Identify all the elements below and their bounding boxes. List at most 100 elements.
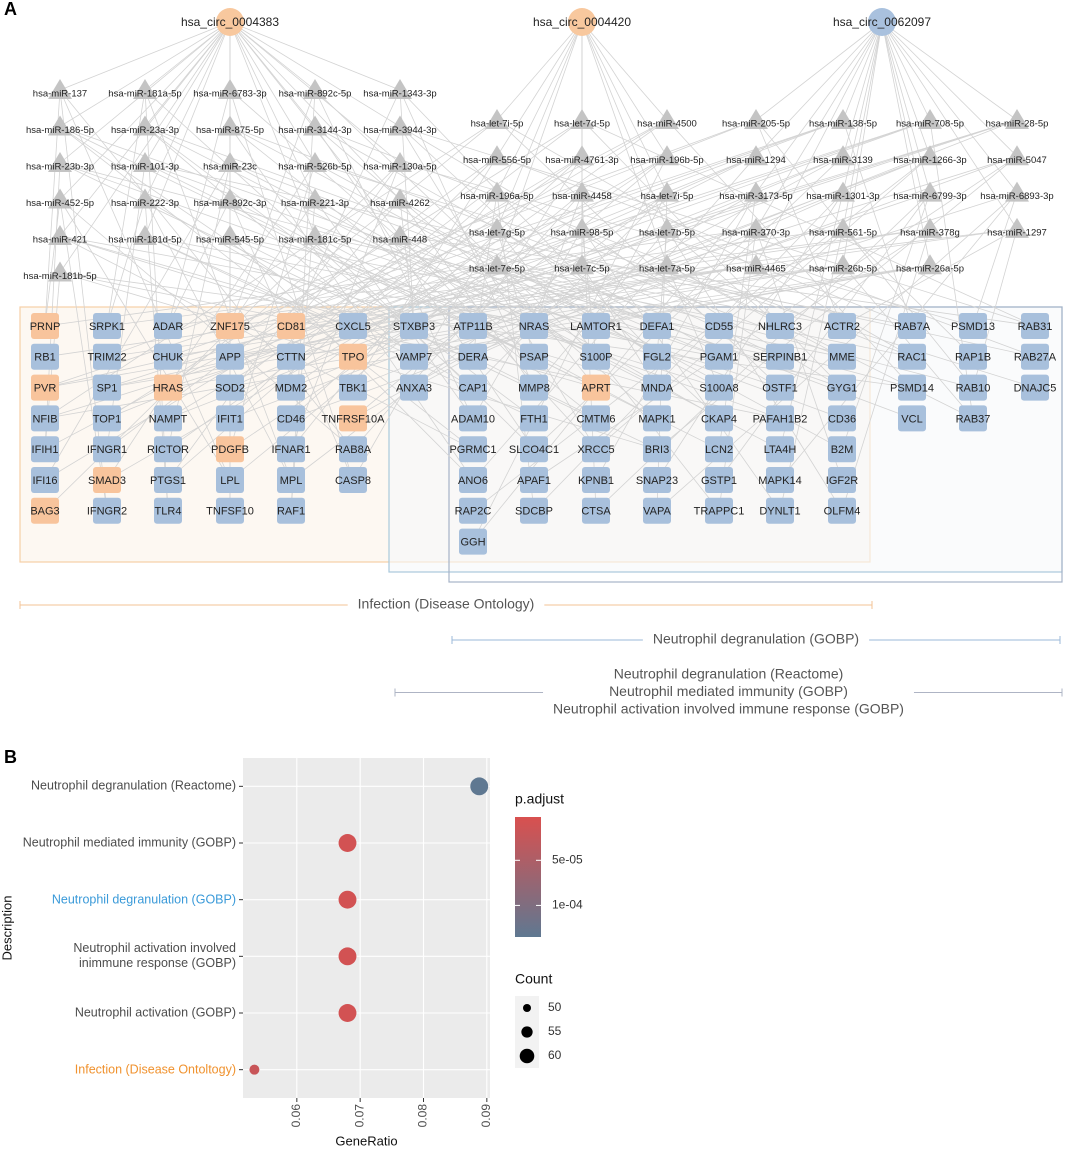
- gene-label: RAF1: [277, 506, 305, 518]
- edge: [106, 199, 146, 327]
- mirna-label: hsa-miR-3173-5p: [719, 191, 792, 202]
- edge: [290, 264, 931, 358]
- gene-label: DNAJC5: [1014, 383, 1057, 395]
- gene-label: ACTR2: [824, 321, 860, 333]
- mirna-node: [303, 225, 327, 245]
- gene-label: GGH: [460, 537, 485, 549]
- mirna-label: hsa-miR-3944-3p: [363, 125, 436, 136]
- edge: [144, 126, 781, 358]
- edge: [842, 119, 913, 327]
- gene-label: GSTP1: [701, 475, 737, 487]
- gene-label: LTA4H: [764, 444, 797, 456]
- gene-label: KPNB1: [578, 475, 614, 487]
- mirna-label: hsa-miR-186-5p: [26, 125, 94, 136]
- y-tick-label: Neutrophil degranulation (Reactome): [31, 778, 236, 793]
- mirna-label: hsa-miR-137: [33, 89, 87, 100]
- gene-node: [828, 405, 856, 432]
- gene-node: [31, 405, 59, 432]
- annotation-label: Infection (Disease Ontology): [358, 596, 535, 612]
- mirna-node: [388, 188, 412, 209]
- mirna-node: [485, 217, 509, 238]
- edge: [352, 156, 498, 388]
- gene-label: RAB7A: [894, 321, 931, 333]
- gene-node: [766, 313, 794, 339]
- edge: [59, 21, 231, 91]
- edge: [229, 21, 401, 127]
- mirna-node: [744, 145, 768, 166]
- edge: [106, 119, 931, 388]
- gene-label: MDM2: [275, 383, 307, 395]
- gene-node: [828, 374, 856, 401]
- gene-node: [520, 343, 548, 370]
- mirna-node: [570, 217, 594, 238]
- edge: [144, 199, 292, 481]
- mirna-node: [570, 181, 594, 202]
- edge: [881, 21, 1018, 157]
- mirna-label: hsa-let-7c-5p: [554, 264, 609, 275]
- edge: [59, 126, 354, 327]
- mirna-node: [388, 152, 412, 172]
- gene-node: [154, 405, 182, 432]
- edge: [352, 155, 931, 388]
- edge: [229, 21, 316, 164]
- mirna-label: hsa-miR-4500: [637, 119, 697, 130]
- mirna-node: [303, 188, 327, 209]
- gene-label: MNDA: [641, 383, 674, 395]
- gene-node: [31, 343, 59, 370]
- edge: [881, 21, 931, 157]
- edge: [106, 228, 844, 327]
- gene-label: PSMD13: [951, 321, 995, 333]
- gene-label: RAB10: [956, 383, 991, 395]
- gene-label: CASP8: [335, 475, 371, 487]
- gene-label: XRCC5: [577, 444, 614, 456]
- mirna-node: [655, 109, 679, 129]
- gene-label: B2M: [831, 444, 854, 456]
- gene-node: [1021, 343, 1049, 370]
- edge: [229, 264, 844, 358]
- annotation-label: Neutrophil activation involved immune re…: [553, 701, 904, 717]
- gene-label: RAP1B: [955, 352, 991, 364]
- edge: [656, 192, 844, 481]
- edge: [44, 228, 931, 358]
- gene-label: SDCBP: [515, 506, 553, 518]
- gene-node: [459, 467, 487, 493]
- edge: [59, 21, 231, 273]
- edge: [167, 199, 231, 327]
- edge: [106, 264, 668, 388]
- gene-node: [216, 467, 244, 493]
- edge: [399, 126, 597, 450]
- edge: [842, 264, 974, 419]
- gene-node: [459, 313, 487, 339]
- edge: [881, 21, 1018, 121]
- gene-label: CAP1: [459, 383, 488, 395]
- mirna-label: hsa-miR-181a-5p: [108, 89, 181, 100]
- edge: [229, 228, 1018, 327]
- gene-node: [766, 467, 794, 493]
- legend-dot: [519, 1048, 535, 1064]
- edge: [881, 21, 931, 229]
- gene-node: [898, 405, 926, 432]
- gene-node: [93, 374, 121, 401]
- gene-node: [520, 405, 548, 432]
- gene-label: PGAM1: [700, 352, 739, 364]
- edge: [44, 162, 231, 481]
- gene-label: HRAS: [153, 383, 184, 395]
- mirna-label: hsa-miR-23c: [203, 162, 257, 173]
- mirna-label: hsa-miR-196a-5p: [460, 191, 533, 202]
- mirna-label: hsa-miR-130a-5p: [363, 162, 436, 173]
- gene-node: [93, 405, 121, 432]
- edge: [167, 228, 931, 327]
- gene-label: MME: [829, 352, 855, 364]
- x-tick-label: 0.07: [352, 1104, 366, 1128]
- edge: [841, 228, 931, 511]
- edge: [595, 192, 1018, 327]
- edge: [841, 192, 931, 450]
- edge: [106, 162, 146, 450]
- mirna-node: [831, 217, 855, 238]
- gene-label: PSAP: [519, 352, 548, 364]
- mirna-label: hsa-miR-892c-3p: [194, 198, 267, 209]
- mirna-label: hsa-miR-4458: [552, 191, 612, 202]
- edge: [167, 119, 498, 388]
- edge: [533, 192, 931, 327]
- gene-node: [828, 313, 856, 339]
